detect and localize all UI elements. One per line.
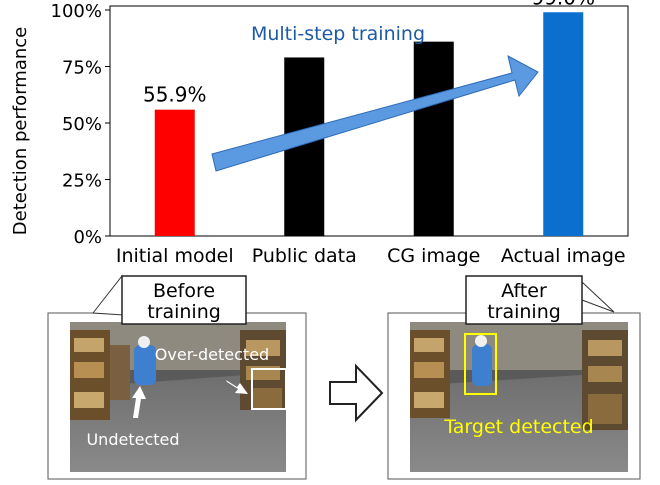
after-training-panel: Target detected After training [387, 275, 641, 480]
plot-frame [109, 5, 629, 237]
before-callout-pointer [92, 274, 125, 316]
undetected-label: Undetected [86, 430, 179, 449]
before-callout-line2: training [147, 301, 221, 323]
x-tick-label: Public data [252, 245, 357, 267]
undetected-arrow [132, 386, 146, 418]
x-tick-label: Actual image [501, 245, 626, 267]
over-detected-arrow [226, 380, 248, 394]
multi-step-arrow [211, 55, 539, 172]
after-callout-line1: After [501, 280, 547, 302]
before-warehouse-photo: Over-detected Undetected [70, 322, 287, 472]
over-detected-label: Over-detected [155, 345, 269, 364]
bar-4 [543, 12, 584, 237]
after-callout-line2: training [487, 301, 561, 323]
before-training-panel: Over-detected Undetected Before training [47, 274, 307, 480]
bar-3 [413, 41, 454, 236]
before-to-after-arrow [329, 363, 384, 423]
data-label: 99.0% [531, 0, 595, 9]
x-tick-label: Initial model [116, 245, 234, 267]
data-label: 55.9% [143, 83, 207, 107]
over-detected-box [251, 368, 287, 410]
y-tick-label: 0% [73, 227, 102, 248]
y-axis-label: Detection performance [10, 27, 31, 235]
after-callout [465, 275, 583, 325]
target-detected-label: Target detected [443, 416, 593, 438]
multi-step-training-label: Multi-step training [251, 23, 425, 45]
y-tick-label: 75% [62, 58, 102, 79]
after-warehouse-photo: Target detected [410, 322, 628, 472]
y-tick-label: 50% [62, 114, 102, 135]
before-callout [121, 275, 247, 325]
after-callout-pointer [581, 280, 615, 313]
y-tick-label: 25% [62, 171, 102, 192]
y-tick-label: 100% [51, 1, 102, 22]
data-labels: 55.9% 99.0% [143, 0, 595, 107]
bar-chart: Detection performance 0% 25% 50% 75% 100% 55… [10, 0, 629, 267]
before-callout-line1: Before [153, 280, 215, 302]
bars [154, 12, 584, 237]
target-detection-box [464, 333, 497, 395]
x-axis-ticks: Initial model Public data CG image Actual i… [116, 245, 626, 267]
x-tick-label: CG image [387, 245, 480, 267]
bar-1 [154, 109, 195, 236]
y-axis-ticks: 0% 25% 50% 75% 100% [51, 1, 110, 248]
